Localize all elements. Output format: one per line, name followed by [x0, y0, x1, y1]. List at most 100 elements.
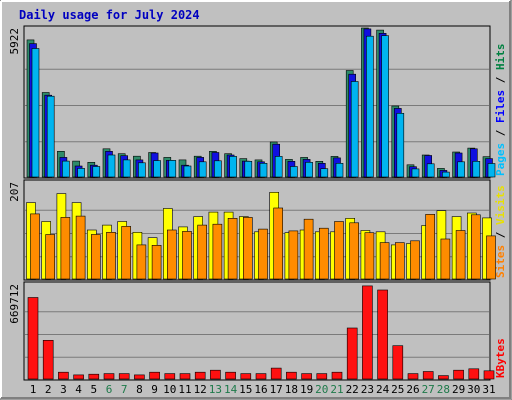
y-max-label: 669712	[8, 284, 21, 324]
x-tick-label: 1	[30, 383, 37, 396]
bar-sites-day-15	[243, 217, 253, 280]
x-tick-label: 11	[178, 383, 191, 396]
bar-pages-day-7	[122, 159, 131, 178]
bar-sites-day-8	[136, 244, 147, 280]
bar-pages-day-6	[107, 154, 116, 178]
x-tick-label: 23	[361, 383, 374, 396]
x-tick-label: 5	[90, 383, 97, 396]
x-tick-label: 19	[300, 383, 313, 396]
bar-sites-day-26	[410, 240, 420, 280]
chart-title: Daily usage for July 2024	[19, 8, 200, 22]
bar-pages-day-23	[366, 35, 374, 178]
x-tick-label: 3	[60, 383, 67, 396]
bar-kbytes-day-7	[118, 373, 130, 380]
x-tick-label: 2	[45, 383, 52, 396]
legend-entry: Sites	[494, 245, 507, 278]
bar-sites-day-2	[45, 234, 56, 280]
bar-kbytes-day-4	[73, 374, 84, 380]
x-tick-label: 13	[209, 383, 222, 396]
bar-kbytes-day-27	[422, 371, 434, 380]
bar-sites-day-10	[167, 229, 177, 280]
legend-separator: /	[494, 70, 507, 90]
bar-sites-day-3	[60, 217, 71, 280]
x-tick-label: 15	[239, 383, 252, 396]
bar-kbytes-day-11	[179, 373, 191, 380]
bar-sites-day-27	[425, 214, 436, 280]
bar-pages-day-16	[259, 163, 268, 178]
bar-kbytes-day-15	[240, 373, 252, 380]
x-tick-label: 6	[106, 383, 113, 396]
bar-sites-day-17	[273, 207, 284, 280]
bar-kbytes-day-9	[149, 371, 160, 380]
legend-separator: /	[494, 225, 507, 245]
bar-pages-day-29	[457, 161, 465, 178]
bar-pages-day-27	[426, 163, 435, 178]
bar-kbytes-day-22	[346, 327, 358, 380]
bar-sites-day-4	[75, 215, 86, 280]
x-tick-label: 12	[194, 383, 207, 396]
legend-entry: Hits	[494, 44, 507, 71]
x-tick-label: 25	[391, 383, 404, 396]
bar-kbytes-day-5	[88, 373, 100, 380]
x-tick-label: 16	[254, 383, 267, 396]
x-tick-label: 7	[121, 383, 128, 396]
bar-pages-day-1	[31, 48, 40, 178]
bar-sites-day-5	[91, 234, 101, 280]
bar-pages-day-14	[229, 156, 237, 178]
bar-kbytes-day-12	[194, 371, 206, 380]
bar-kbytes-day-6	[103, 373, 115, 380]
legend: KBytes	[494, 338, 507, 378]
bar-kbytes-day-18	[286, 371, 297, 380]
bar-sites-day-29	[455, 230, 466, 280]
bar-kbytes-day-2	[42, 339, 54, 380]
bar-sites-day-18	[288, 230, 299, 280]
bar-pages-day-19	[305, 162, 313, 178]
x-tick-label: 31	[482, 383, 495, 396]
y-max-label: 207	[8, 182, 21, 202]
x-tick-label: 26	[406, 383, 419, 396]
bar-sites-day-24	[379, 242, 390, 280]
bar-pages-day-5	[92, 166, 101, 178]
legend-entry: Files	[494, 90, 507, 123]
bar-sites-day-19	[303, 218, 314, 280]
legend-entry: KBytes	[494, 338, 507, 378]
bar-kbytes-day-25	[392, 345, 404, 380]
bar-pages-day-17	[274, 156, 283, 178]
x-tick-label: 29	[452, 383, 465, 396]
bar-sites-day-22	[349, 222, 360, 280]
bar-kbytes-day-13	[210, 369, 221, 380]
bar-pages-day-30	[472, 161, 481, 178]
bar-sites-day-20	[318, 227, 329, 280]
bar-sites-day-28	[440, 238, 451, 280]
bar-pages-day-28	[442, 171, 450, 178]
x-tick-label: 21	[330, 383, 343, 396]
bar-sites-day-6	[106, 232, 116, 280]
bar-pages-day-13	[214, 160, 222, 178]
bar-pages-day-9	[153, 160, 161, 178]
x-tick-label: 4	[75, 383, 82, 396]
x-tick-label: 14	[224, 383, 238, 396]
bar-kbytes-day-30	[468, 368, 480, 380]
bar-pages-day-2	[46, 95, 55, 178]
x-tick-label: 20	[315, 383, 328, 396]
bar-kbytes-day-14	[225, 371, 236, 380]
bar-pages-day-10	[168, 160, 177, 178]
bar-pages-day-15	[244, 161, 253, 178]
bar-kbytes-day-19	[301, 373, 312, 380]
panel-kbytes: 669712 KBytes	[8, 281, 507, 381]
bar-sites-day-1	[30, 213, 40, 280]
bar-sites-day-12	[197, 224, 207, 280]
bar-pages-day-8	[138, 162, 146, 178]
bar-kbytes-day-10	[164, 373, 176, 380]
legend: Pages / Files / Hits	[494, 44, 507, 177]
bar-kbytes-day-23	[362, 285, 373, 380]
panel-hits-files-pages: 5922 Pages / Files / Hits	[8, 25, 507, 179]
bar-sites-day-9	[151, 245, 162, 280]
bar-kbytes-day-21	[331, 371, 343, 380]
bar-pages-day-24	[381, 35, 389, 178]
x-tick-label: 8	[136, 383, 143, 396]
x-tick-label: 10	[163, 383, 176, 396]
bar-sites-day-7	[121, 226, 131, 280]
bar-kbytes-day-20	[316, 373, 328, 380]
